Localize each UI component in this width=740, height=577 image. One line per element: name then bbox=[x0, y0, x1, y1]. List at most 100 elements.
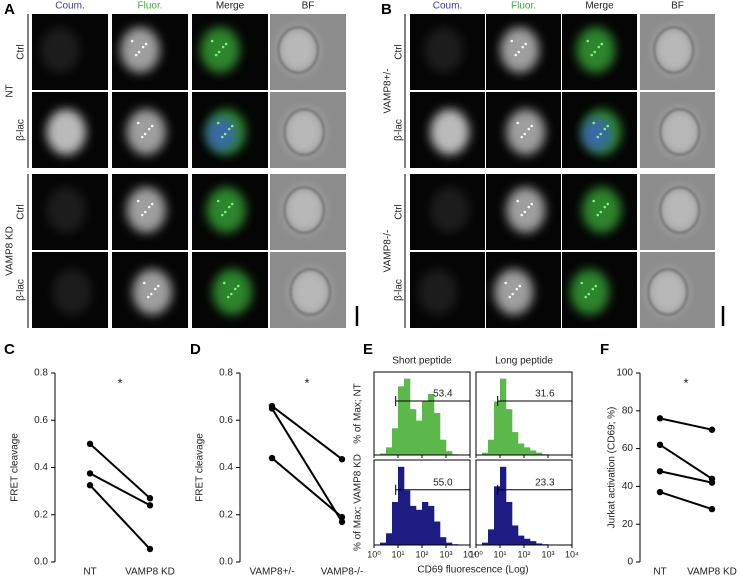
histogram-bar bbox=[529, 450, 537, 455]
row-label: % of Max; VAMP8 KD bbox=[353, 454, 364, 551]
speckle bbox=[606, 202, 610, 206]
histogram-bar bbox=[433, 413, 441, 455]
gate-value: 23.3 bbox=[535, 477, 555, 488]
gate bbox=[395, 484, 470, 495]
speckle bbox=[591, 287, 595, 291]
column-header: Fluor. bbox=[511, 1, 536, 12]
column-header: Merge bbox=[216, 1, 245, 12]
panel-letter: F bbox=[600, 341, 609, 358]
y-tick-label: 40 bbox=[622, 481, 634, 492]
point bbox=[86, 440, 94, 448]
histogram-bar bbox=[524, 447, 531, 455]
panel-letter: C bbox=[4, 341, 15, 358]
speckle bbox=[514, 53, 518, 57]
cell bbox=[576, 27, 616, 73]
column-header: Coum. bbox=[55, 1, 84, 12]
speckle bbox=[517, 50, 521, 54]
micrograph bbox=[192, 92, 268, 168]
annotation: * bbox=[683, 375, 688, 390]
histogram-bar bbox=[409, 505, 417, 545]
speckle bbox=[523, 210, 527, 214]
speckle bbox=[230, 202, 234, 206]
histogram-bar bbox=[385, 533, 393, 545]
histogram-bar bbox=[500, 466, 507, 545]
cell bbox=[430, 109, 470, 155]
micrograph bbox=[112, 174, 188, 250]
speckle bbox=[520, 213, 524, 217]
speckle bbox=[147, 205, 151, 209]
histogram-bar bbox=[403, 490, 411, 545]
x-tick-label: VAMP8-/- bbox=[321, 567, 364, 577]
histogram-bar bbox=[511, 525, 519, 545]
micrograph bbox=[410, 14, 485, 90]
x-tick-label: 10³ bbox=[439, 549, 452, 559]
point bbox=[146, 495, 154, 502]
point bbox=[268, 405, 276, 412]
micrograph bbox=[192, 174, 268, 250]
cell-edge bbox=[283, 186, 325, 234]
speckle bbox=[600, 42, 604, 46]
histogram-bar bbox=[439, 537, 447, 545]
speckle bbox=[520, 135, 524, 139]
speckle bbox=[603, 205, 607, 209]
speckle bbox=[516, 121, 520, 125]
speckle bbox=[510, 39, 514, 43]
micrograph bbox=[112, 252, 188, 328]
speckle bbox=[593, 50, 597, 54]
speckle bbox=[137, 50, 141, 54]
point bbox=[338, 513, 346, 521]
speckle bbox=[599, 210, 603, 214]
speckle bbox=[141, 45, 145, 49]
speckle bbox=[590, 53, 594, 57]
cell bbox=[430, 187, 470, 233]
histogram-bar bbox=[481, 452, 489, 455]
y-axis-label: Jurkat activation (CD69; %) bbox=[607, 407, 618, 529]
cell-overlay bbox=[581, 117, 612, 151]
speckle bbox=[220, 213, 224, 217]
speckle bbox=[134, 53, 138, 57]
pair-line bbox=[271, 405, 343, 461]
histogram-bar bbox=[535, 452, 543, 455]
annotation: * bbox=[304, 375, 309, 390]
panel-letter: D bbox=[190, 341, 201, 358]
speckle bbox=[527, 127, 531, 131]
y-tick-label: 0.2 bbox=[219, 509, 233, 520]
speckle bbox=[584, 295, 588, 299]
cell bbox=[500, 27, 540, 73]
histogram-bar bbox=[439, 439, 447, 455]
x-tick-label: VAMP8+/- bbox=[249, 567, 294, 577]
y-tick-label: 0.8 bbox=[34, 368, 48, 379]
point bbox=[146, 502, 154, 509]
speckle bbox=[596, 135, 600, 139]
y-tick-label: 0.0 bbox=[34, 557, 48, 568]
x-tick-label: 10³ bbox=[541, 549, 554, 559]
micrograph bbox=[410, 174, 485, 250]
speckle bbox=[150, 124, 154, 128]
speckle bbox=[504, 281, 508, 285]
histogram-bar bbox=[398, 466, 405, 545]
cell bbox=[212, 269, 253, 315]
speckle bbox=[580, 281, 584, 285]
speckle bbox=[136, 199, 140, 203]
micrograph bbox=[640, 14, 715, 90]
cell bbox=[132, 269, 173, 315]
histogram-bar bbox=[379, 542, 387, 545]
histogram-bar bbox=[391, 428, 399, 455]
row-label: % of Max; NT bbox=[353, 383, 364, 444]
speckle bbox=[143, 210, 147, 214]
histogram-bar bbox=[529, 541, 537, 545]
cell-edge bbox=[647, 268, 688, 316]
speckle bbox=[210, 39, 214, 43]
histogram-bar bbox=[493, 401, 501, 455]
cell-edge bbox=[653, 26, 694, 74]
cell bbox=[126, 187, 166, 233]
gate bbox=[395, 396, 470, 407]
cell bbox=[40, 27, 80, 73]
micrograph bbox=[192, 252, 268, 328]
speckle bbox=[530, 124, 534, 128]
speckle bbox=[140, 213, 144, 217]
cell bbox=[206, 187, 246, 233]
speckle bbox=[220, 135, 224, 139]
speckle bbox=[226, 295, 230, 299]
